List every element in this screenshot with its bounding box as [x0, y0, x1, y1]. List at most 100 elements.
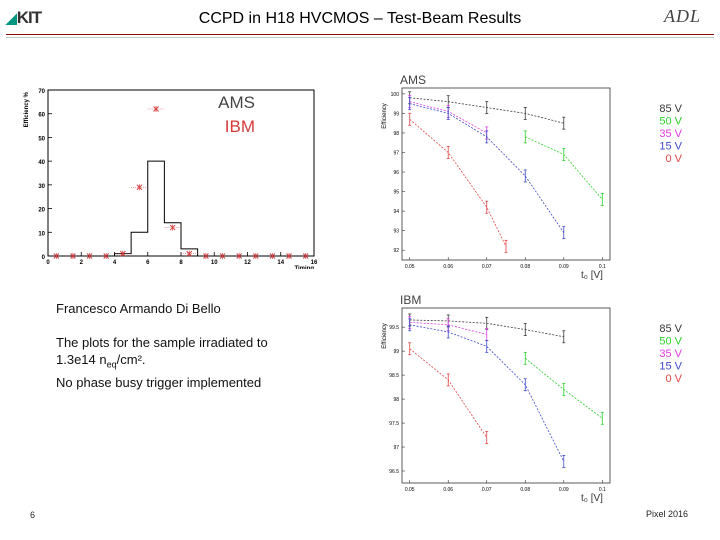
data-point — [523, 323, 527, 336]
x-tick-label: 4 — [113, 260, 117, 266]
legend-entry: 85 V — [659, 323, 682, 335]
y-tick-label: 94 — [393, 209, 399, 215]
adl-logo: ADL — [664, 6, 702, 26]
y-tick-label: 99 — [393, 111, 399, 117]
y-tick-label: 95 — [393, 190, 399, 196]
plot-frame — [401, 307, 611, 484]
histogram-marker-ibm — [302, 253, 309, 259]
data-point — [408, 318, 412, 332]
description-line-1: The plots for the sample irradiated to — [56, 335, 268, 350]
data-point — [562, 148, 566, 161]
data-point — [600, 411, 604, 425]
header-divider — [6, 34, 714, 35]
legend-entry: 0 V — [665, 373, 682, 385]
data-point — [562, 383, 566, 396]
x-tick-label: 0.06 — [443, 264, 453, 270]
x-tick-label: 16 — [311, 260, 318, 266]
data-point — [446, 107, 450, 120]
y-tick-label: 97 — [393, 445, 399, 451]
data-point — [485, 200, 489, 214]
chart-title: IBM — [400, 293, 421, 307]
data-point — [485, 339, 489, 353]
plot-frame — [401, 87, 611, 261]
x-tick-label: 0 — [46, 260, 50, 266]
y-tick-label: 97 — [393, 151, 399, 157]
histogram-marker-ibm — [286, 253, 292, 259]
data-point — [562, 116, 566, 130]
x-tick-label: 0.05 — [405, 264, 415, 270]
ibm-efficiency-chart: IBM Efficiency 96.5 97 97.5 98 98.5 99 99.5 0.05 0… — [380, 290, 690, 510]
data-point — [562, 226, 566, 240]
y-axis-label: Efficiency % — [24, 91, 30, 127]
data-point — [562, 330, 566, 344]
x-axis-label: Timing — [294, 266, 314, 269]
x-tick-label: 0.08 — [520, 264, 530, 270]
page-number: 6 — [30, 510, 36, 520]
x-tick-label: 8 — [179, 260, 183, 266]
data-point — [408, 342, 412, 356]
x-tick-label: 0.1 — [599, 487, 606, 493]
efficiency-svg: AMS Efficiency 92 93 94 95 96 97 98 99 100 0.05 0.06… — [382, 73, 683, 281]
x-tick-label: 10 — [211, 260, 218, 266]
y-tick-label: 98 — [393, 397, 399, 403]
y-axis-label: Efficiency — [382, 323, 388, 349]
histogram-marker-ibm — [269, 253, 276, 259]
y-tick-label: 10 — [38, 231, 45, 237]
timing-histogram-chart: 0 10 20 30 40 50 60 70 0 2 4 6 8 10 12 14 16 Timing Effici… — [20, 84, 320, 269]
histogram-marker-ibm — [252, 253, 259, 259]
chart-title: AMS — [400, 73, 426, 87]
x-tick-label: 0.09 — [559, 487, 569, 493]
y-tick-label: 60 — [38, 113, 45, 119]
y-tick-label: 98 — [393, 131, 399, 137]
data-point — [504, 239, 508, 253]
x-tick-label: 0.07 — [482, 264, 492, 270]
x-tick-label: 14 — [277, 260, 284, 266]
x-tick-label: 6 — [146, 260, 150, 266]
y-tick-label: 70 — [38, 89, 45, 95]
x-tick-label: 0.09 — [559, 264, 569, 270]
data-point — [446, 325, 450, 339]
header-divider-light — [6, 37, 714, 38]
description-line-3: No phase busy trigger implemented — [56, 374, 262, 390]
x-axis-label: t₀ [V] — [581, 493, 603, 504]
y-tick-label: 100 — [391, 92, 400, 98]
data-point — [408, 112, 412, 126]
x-axis-label: t₀ [V] — [581, 270, 603, 281]
x-tick-label: 0.1 — [599, 264, 606, 270]
legend-ams: AMS — [218, 93, 255, 112]
data-point — [523, 130, 527, 144]
legend-entry: 15 V — [659, 141, 682, 153]
y-tick-label: 92 — [393, 248, 399, 254]
y-tick-label: 40 — [38, 160, 45, 166]
kit-logo-text: KIT — [16, 8, 42, 27]
histogram-marker-ibm — [86, 253, 93, 259]
x-tick-label: 0.08 — [520, 487, 530, 493]
histogram-marker-ibm — [203, 253, 209, 259]
histogram-step-ams — [48, 160, 314, 257]
y-tick-label: 96 — [393, 170, 399, 176]
author-name: Francesco Armando Di Bello — [56, 301, 221, 316]
y-tick-label: 96.5 — [389, 469, 399, 475]
data-point — [600, 193, 604, 206]
histogram-marker-ibm — [103, 253, 110, 259]
legend-entry: 50 V — [659, 116, 682, 128]
data-point — [485, 101, 489, 114]
series-line — [409, 118, 507, 247]
efficiency-svg: IBM Efficiency 96.5 97 97.5 98 98.5 99 99.5 0.05 0… — [382, 293, 683, 504]
legend-entry: 35 V — [659, 128, 682, 140]
x-tick-label: 2 — [80, 260, 84, 266]
data-point — [562, 455, 566, 468]
description: The plots for the sample irradiated to 1… — [56, 334, 268, 391]
ams-efficiency-chart: AMS Efficiency 92 93 94 95 96 97 98 99 100 0.05 0.06… — [380, 72, 690, 287]
slide-title: CCPD in H18 HVCMOS – Test-Beam Results — [198, 10, 522, 27]
histogram-marker-ibm — [236, 253, 243, 259]
data-point — [523, 378, 527, 392]
slide-header: ◢KIT CCPD in H18 HVCMOS – Test-Beam Resu… — [0, 0, 720, 38]
histogram-marker-ibm — [70, 253, 76, 259]
legend-entry: 85 V — [659, 103, 682, 115]
y-tick-label: 30 — [38, 184, 45, 190]
data-point — [446, 373, 450, 387]
x-tick-label: 12 — [244, 260, 251, 266]
legend-entry: 0 V — [665, 153, 682, 165]
